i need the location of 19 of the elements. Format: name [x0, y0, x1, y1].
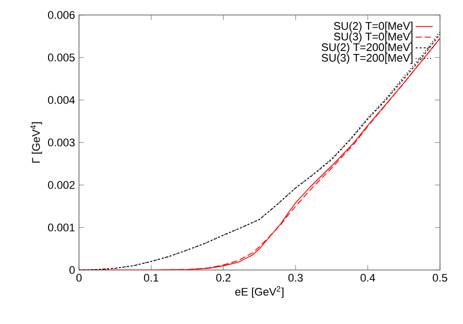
y-tick-label: 0.001 [48, 224, 75, 232]
x-tick-label: 0.4 [360, 274, 376, 282]
x-tick-label: 0.2 [216, 274, 230, 282]
y-axis-title: Γ [GeV$^{4}$] [30, 122, 42, 163]
x-tick-label: 0 [76, 274, 82, 282]
legend-label: SU(3) T=200[MeV] [322, 54, 412, 64]
x-tick-label: 0.3 [288, 274, 303, 282]
x-tick-label: 0.1 [144, 274, 158, 282]
legend-label: SU(2) T=200[MeV] [322, 43, 412, 54]
legend-label: SU(2) T=0[MeV] [334, 22, 412, 32]
y-tick-label: 0.002 [48, 181, 75, 189]
y-tick-label: 0.006 [48, 11, 75, 19]
y-tick-label: 0 [69, 266, 75, 274]
legend-label: SU(3) T=0[MeV] [334, 32, 412, 43]
x-tick-label: 0.5 [432, 274, 448, 282]
x-axis-title: eE [GeV$^{2}$] [235, 286, 284, 298]
y-tick-label: 0.003 [48, 138, 75, 146]
y-tick-label: 0.004 [48, 96, 75, 104]
y-tick-label: 0.005 [48, 54, 75, 62]
